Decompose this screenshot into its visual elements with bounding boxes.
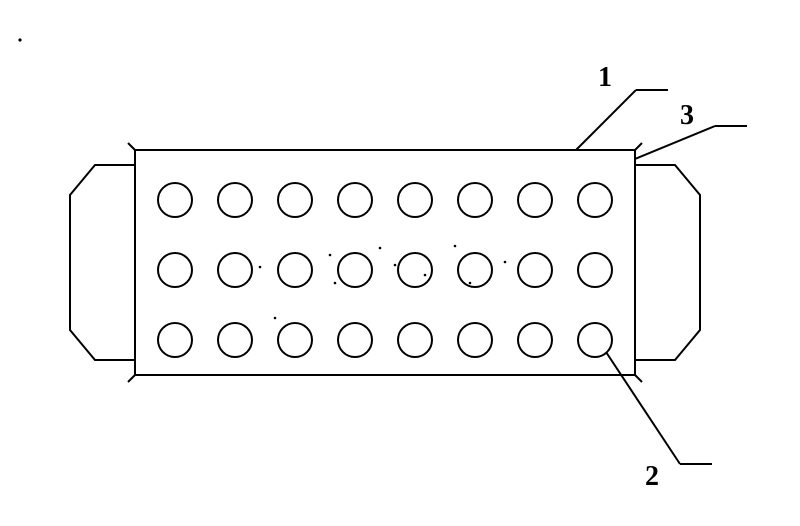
- speckle-5: [424, 274, 427, 277]
- callout-label-3: 3: [680, 100, 694, 131]
- hole: [398, 183, 432, 217]
- hole: [338, 323, 372, 357]
- hole: [398, 323, 432, 357]
- right-tab: [635, 165, 700, 360]
- speckle-2: [334, 282, 337, 285]
- corner-tick-2: [128, 375, 135, 382]
- speckle-8: [504, 261, 507, 264]
- hole: [278, 183, 312, 217]
- speckle-6: [454, 245, 457, 248]
- hole: [338, 183, 372, 217]
- hole: [578, 183, 612, 217]
- leader-line-3: [635, 126, 715, 159]
- speckle-9: [274, 317, 277, 320]
- top-panel: [135, 150, 635, 375]
- speckle-3: [379, 247, 382, 250]
- hole: [218, 253, 252, 287]
- hole: [278, 323, 312, 357]
- callout-label-2: 2: [645, 461, 659, 492]
- hole: [158, 253, 192, 287]
- hole: [458, 253, 492, 287]
- callout-label-1: 1: [598, 62, 612, 93]
- hole: [578, 253, 612, 287]
- hole: [158, 323, 192, 357]
- left-tab: [70, 165, 135, 360]
- hole: [458, 183, 492, 217]
- speckle-4: [394, 264, 397, 267]
- hole: [518, 253, 552, 287]
- hole: [158, 183, 192, 217]
- hole: [458, 323, 492, 357]
- stray-dot: [18, 38, 21, 41]
- corner-tick-3: [635, 375, 642, 382]
- speckle-7: [469, 282, 472, 285]
- leader-line-1: [576, 90, 636, 150]
- hole: [398, 253, 432, 287]
- hole: [338, 253, 372, 287]
- leader-line-2: [606, 352, 680, 464]
- hole: [278, 253, 312, 287]
- speckle-0: [259, 266, 262, 269]
- speckle-1: [329, 254, 332, 257]
- corner-tick-1: [635, 143, 642, 150]
- corner-tick-0: [128, 143, 135, 150]
- hole: [218, 323, 252, 357]
- hole: [218, 183, 252, 217]
- hole: [518, 183, 552, 217]
- diagram-canvas: 1 3 2: [0, 0, 800, 526]
- hole: [518, 323, 552, 357]
